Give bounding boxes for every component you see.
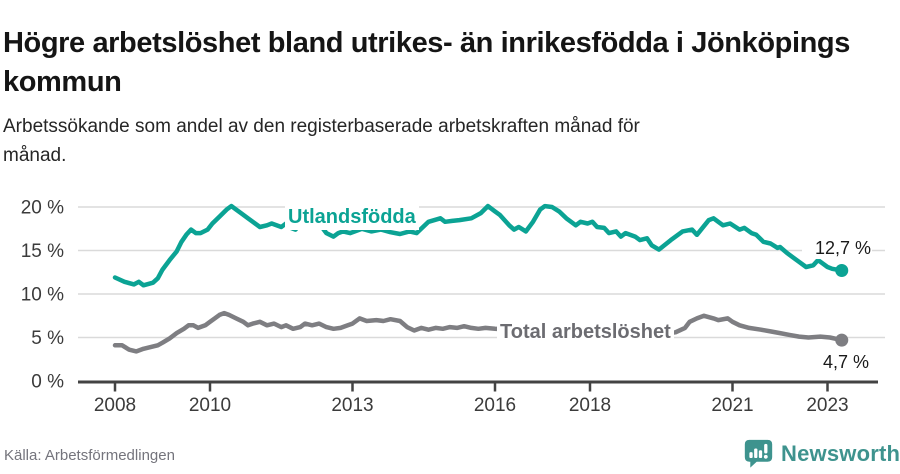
- y-tick-label-0: 0 %: [31, 372, 64, 393]
- x-tick-label-2023: 2023: [806, 395, 848, 416]
- y-tick-label-5: 5 %: [31, 328, 64, 349]
- x-tick-label-2008: 2008: [94, 395, 136, 416]
- series-label-utlandsfodda: Utlandsfödda: [285, 205, 419, 230]
- x-tick-label-2018: 2018: [569, 395, 611, 416]
- end-value-total: 4,7 %: [808, 351, 870, 373]
- source-note: Källa: Arbetsförmedlingen: [4, 447, 175, 464]
- page-title: Högre arbetslöshet bland utrikes- än inr…: [3, 27, 850, 99]
- line-utlandsfodda: [112, 203, 844, 288]
- x-tick-label-2016: 2016: [474, 395, 516, 416]
- end-value-utlandsfodda: 12,7 %: [802, 237, 872, 259]
- y-tick-label-10: 10 %: [21, 285, 64, 306]
- line-total: [112, 310, 844, 354]
- x-tick-label-2021: 2021: [711, 395, 753, 416]
- newsworthy-wordmark: Newsworthy: [781, 440, 900, 466]
- end-dot-utlandsfodda: [835, 264, 849, 278]
- series-label-total: Total arbetslöshet: [497, 320, 674, 345]
- y-tick-label-15: 15 %: [21, 241, 64, 262]
- x-tick-label-2010: 2010: [189, 395, 231, 416]
- newsworthy-icon: [743, 438, 774, 469]
- chart-subtitle: Arbetssökande som andel av den registerb…: [3, 116, 640, 166]
- end-dot-total: [835, 333, 849, 347]
- x-tick-label-2013: 2013: [331, 395, 373, 416]
- newsworthy-logo: Newsworthy: [743, 438, 900, 469]
- y-tick-label-20: 20 %: [21, 198, 64, 219]
